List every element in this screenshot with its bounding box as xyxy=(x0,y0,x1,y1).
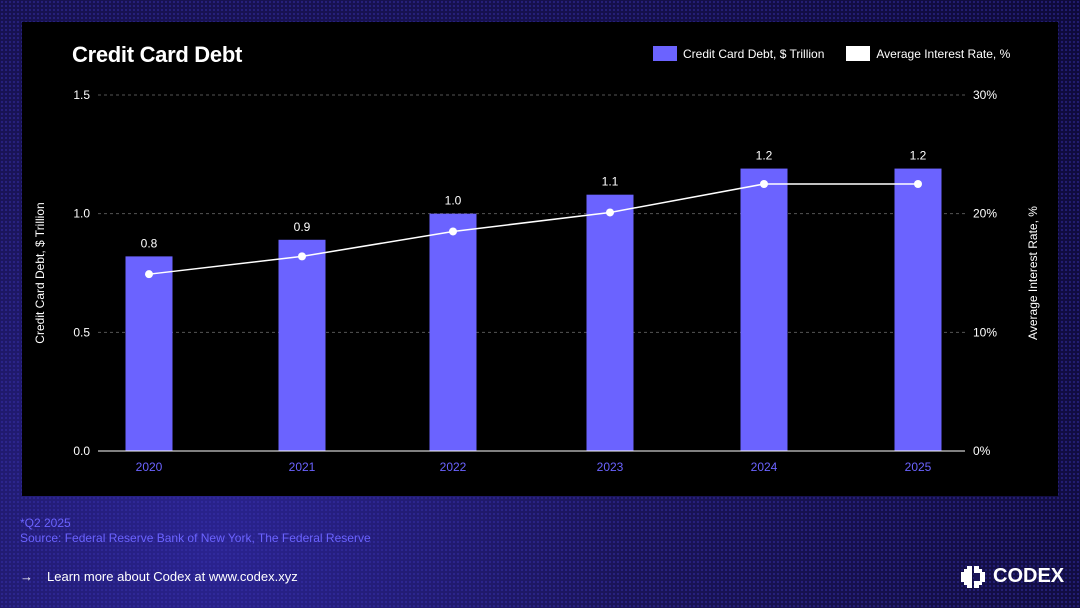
data-label-2022: 1.0 xyxy=(445,194,462,208)
chart-title: Credit Card Debt xyxy=(72,42,242,67)
chart-panel xyxy=(22,22,1058,496)
bar-2021 xyxy=(278,239,326,451)
y-tick-label: 1.0 xyxy=(73,207,90,221)
footnote-note: *Q2 2025 xyxy=(20,516,71,530)
bar-2022 xyxy=(429,213,477,451)
rate-point-2022 xyxy=(449,227,457,236)
arrow-right-icon: → xyxy=(20,569,33,584)
footnote: *Q2 2025 Source: Federal Reserve Bank of… xyxy=(20,516,371,546)
bar-2024 xyxy=(740,168,788,451)
data-label-2021: 0.9 xyxy=(294,220,311,234)
y2-tick-label: 20% xyxy=(973,207,997,221)
rate-point-2023 xyxy=(606,208,614,217)
legend-item-debt: Credit Card Debt, $ Trillion xyxy=(653,46,824,61)
learn-more-text: Learn more about Codex at www.codex.xyz xyxy=(47,569,298,584)
y2-tick-label: 10% xyxy=(973,325,997,339)
learn-more-link[interactable]: → Learn more about Codex at www.codex.xy… xyxy=(20,569,298,584)
y2-axis-title: Average Interest Rate, % xyxy=(1026,206,1040,340)
data-label-2023: 1.1 xyxy=(602,175,619,189)
x-tick-label-2025: 2025 xyxy=(905,460,932,474)
legend-item-rate: Average Interest Rate, % xyxy=(846,46,1010,61)
chart-legend: Credit Card Debt, $ Trillion Average Int… xyxy=(653,46,1032,61)
y2-tick-label: 30% xyxy=(973,88,997,102)
x-tick-label-2021: 2021 xyxy=(289,460,316,474)
y-tick-label: 0.5 xyxy=(73,325,90,339)
x-tick-label-2023: 2023 xyxy=(597,460,624,474)
codex-logo: CODEX xyxy=(961,565,1064,588)
bar-2025 xyxy=(894,168,942,451)
footnote-source: Source: Federal Reserve Bank of New York… xyxy=(20,531,371,545)
codex-logo-icon xyxy=(961,565,985,588)
y-axis-title: Credit Card Debt, $ Trillion xyxy=(33,202,47,343)
y-tick-label: 1.5 xyxy=(73,88,90,102)
bar-2020 xyxy=(125,256,173,451)
legend-swatch-debt xyxy=(653,46,677,61)
rate-point-2020 xyxy=(145,270,153,279)
rate-point-2025 xyxy=(914,180,922,188)
legend-label-debt: Credit Card Debt, $ Trillion xyxy=(683,46,825,61)
y2-tick-label: 0% xyxy=(973,444,991,458)
x-tick-label-2020: 2020 xyxy=(136,460,163,474)
x-tick-label-2024: 2024 xyxy=(751,460,778,474)
data-label-2020: 0.8 xyxy=(141,236,158,250)
rate-point-2024 xyxy=(760,180,768,188)
y-tick-label: 0.0 xyxy=(73,444,90,458)
data-label-2025: 1.2 xyxy=(910,149,927,163)
x-tick-label-2022: 2022 xyxy=(440,460,467,474)
legend-swatch-rate xyxy=(846,46,871,61)
legend-label-rate: Average Interest Rate, % xyxy=(876,46,1011,61)
rate-line xyxy=(148,183,918,275)
data-label-2024: 1.2 xyxy=(756,149,773,163)
codex-logo-text: CODEX xyxy=(993,565,1065,587)
rate-point-2021 xyxy=(298,252,306,261)
bar-2023 xyxy=(586,194,634,451)
